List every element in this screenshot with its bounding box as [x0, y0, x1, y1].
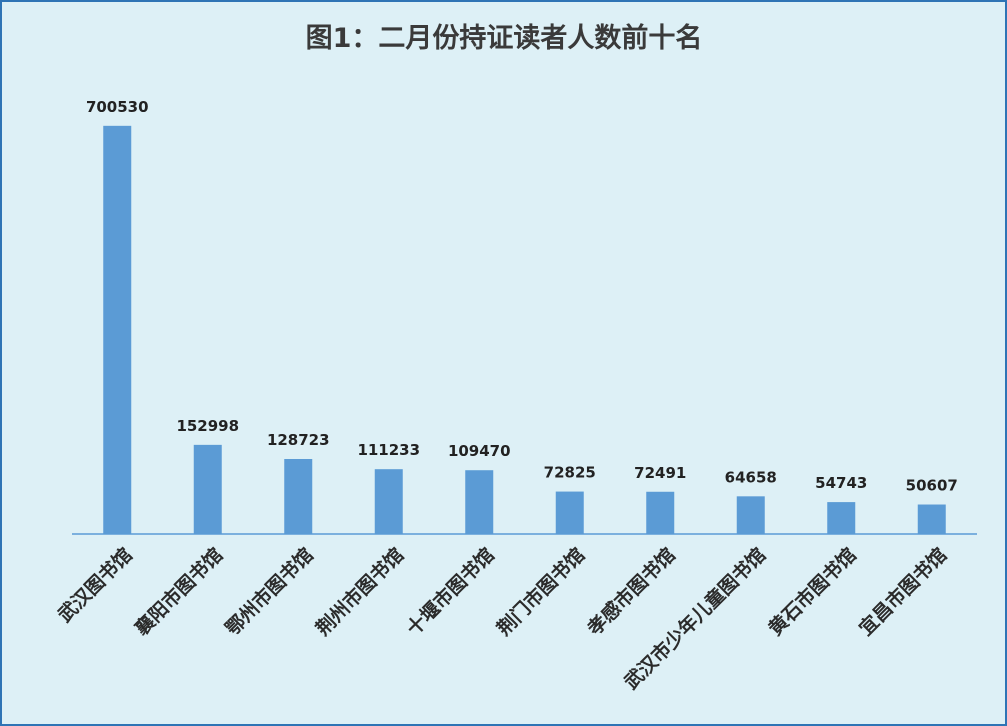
bars-group [103, 125, 946, 534]
data-label-3: 128723 [267, 431, 330, 449]
bar-1 [103, 125, 132, 534]
bar-7 [646, 491, 675, 534]
data-label-10: 50607 [906, 477, 958, 495]
data-labels-group: 700530 152998 128723 111233 109470 72825 72491… [86, 98, 958, 495]
data-label-9: 54743 [815, 474, 867, 492]
bar-8 [736, 496, 765, 534]
data-label-8: 64658 [725, 468, 777, 486]
category-label-1: 武汉图书馆 [53, 543, 136, 626]
category-label-5: 十堰市图书馆 [402, 543, 499, 640]
category-label-4: 荆州市图书馆 [311, 543, 408, 640]
bar-10 [917, 504, 946, 534]
data-label-7: 72491 [634, 464, 686, 482]
category-label-2: 襄阳市图书馆 [130, 543, 228, 641]
category-label-3: 鄂州市图书馆 [221, 543, 318, 640]
bar-5 [465, 470, 494, 534]
bar-6 [555, 491, 584, 534]
data-label-6: 72825 [544, 464, 596, 482]
bar-4 [374, 469, 403, 534]
data-label-5: 109470 [448, 442, 511, 460]
data-label-4: 111233 [357, 441, 420, 459]
data-label-1: 700530 [86, 98, 149, 116]
category-label-9: 黄石市图书馆 [764, 543, 861, 640]
chart-title: 图1：二月份持证读者人数前十名 [306, 22, 703, 54]
bar-3 [284, 458, 313, 534]
category-label-10: 宜昌市图书馆 [854, 543, 951, 640]
data-label-2: 152998 [176, 417, 239, 435]
bar-9 [827, 502, 856, 534]
category-label-6: 荆门市图书馆 [492, 543, 589, 640]
category-labels-group: 武汉图书馆襄阳市图书馆鄂州市图书馆荆州市图书馆十堰市图书馆荆门市图书馆孝感市图书… [53, 543, 951, 694]
category-label-7: 孝感市图书馆 [583, 543, 680, 640]
bar-2 [193, 444, 222, 534]
